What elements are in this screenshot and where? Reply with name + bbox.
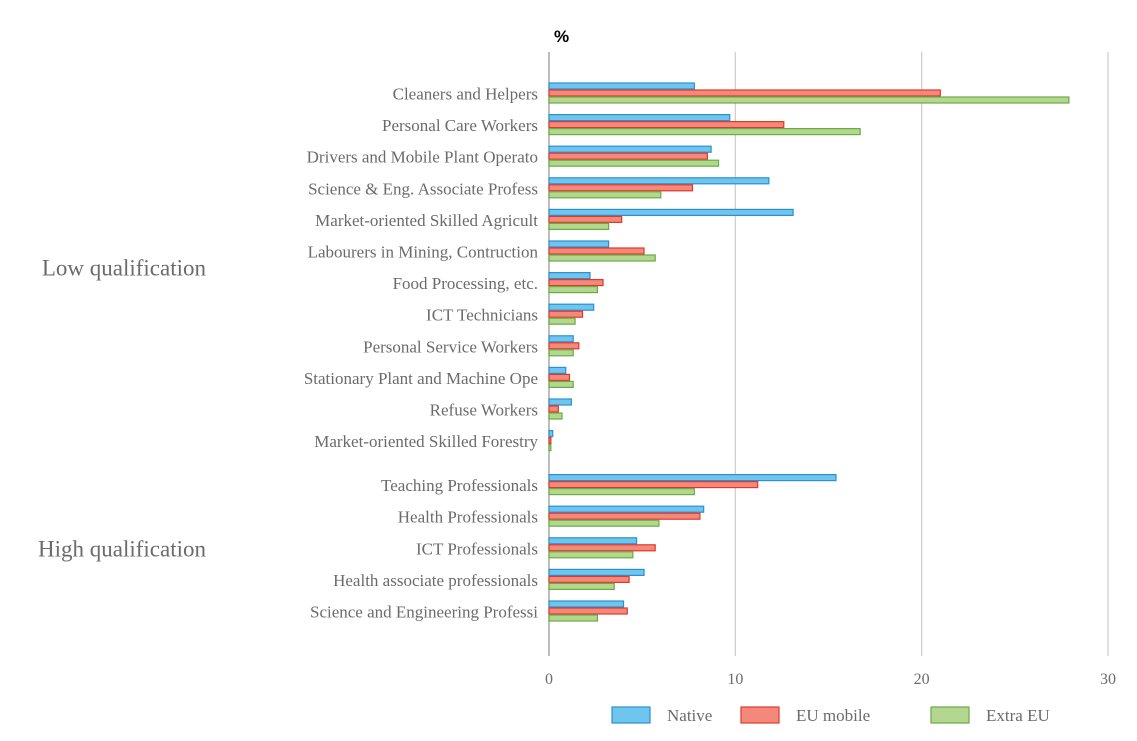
bar-extra-eu	[548, 519, 660, 527]
bar-extra-eu	[548, 128, 861, 136]
bar-eu-mobile	[548, 373, 571, 381]
bar-extra-eu	[548, 444, 552, 452]
bar-extra-eu	[548, 222, 610, 230]
legend: Native EU mobile Extra EU	[611, 706, 1050, 725]
bar-extra-eu	[548, 349, 574, 357]
category-label: Teaching Professionals	[381, 476, 538, 495]
category-label: Cleaners and Helpers	[393, 85, 538, 104]
bar-eu-mobile	[548, 247, 645, 255]
bar-native	[548, 240, 610, 248]
category-label: Market-oriented Skilled Forestry	[314, 432, 538, 451]
legend-swatch-eu-mobile	[740, 706, 780, 724]
bar-extra-eu	[548, 551, 634, 559]
bar-eu-mobile	[548, 184, 694, 192]
bar-eu-mobile	[548, 310, 584, 318]
x-axis-ticks: 0 10 20 30	[545, 671, 1116, 688]
legend-swatch-native	[611, 706, 651, 724]
bar-extra-eu	[548, 380, 574, 388]
bar-extra-eu	[548, 412, 563, 420]
bar-extra-eu	[548, 191, 662, 199]
bar-eu-mobile	[548, 607, 628, 615]
bar-eu-mobile	[548, 575, 630, 584]
bars	[548, 82, 1070, 622]
category-label: Personal Care Workers	[382, 116, 538, 135]
bar-extra-eu	[548, 582, 615, 591]
bar-native	[548, 568, 645, 577]
bar-eu-mobile	[548, 405, 559, 413]
legend-label: Native	[667, 706, 712, 725]
bar-native	[548, 600, 625, 608]
bar-extra-eu	[548, 614, 599, 622]
legend-label: Extra EU	[986, 706, 1050, 725]
bar-native	[548, 272, 591, 280]
category-label: Science & Eng. Associate Profess	[308, 179, 538, 198]
group-labels: Low qualification High qualification	[38, 255, 206, 561]
bar-native	[548, 398, 572, 406]
legend-label: EU mobile	[796, 706, 870, 725]
bar-eu-mobile	[548, 512, 701, 520]
x-tick-label: 30	[1100, 671, 1116, 688]
category-label: Stationary Plant and Machine Ope	[304, 369, 538, 388]
bar-native	[548, 82, 695, 90]
category-label: Personal Service Workers	[363, 337, 538, 356]
group-label: Low qualification	[42, 255, 207, 280]
bar-extra-eu	[548, 488, 695, 496]
category-label: Food Processing, etc.	[393, 274, 538, 293]
category-label: Health Professionals	[398, 508, 538, 527]
bar-extra-eu	[548, 254, 656, 262]
bar-extra-eu	[548, 286, 599, 294]
grid-lines	[548, 52, 1109, 656]
category-label: ICT Technicians	[426, 306, 538, 325]
bar-native	[548, 303, 595, 311]
bar-extra-eu	[548, 96, 1070, 104]
bar-eu-mobile	[548, 544, 656, 552]
bar-native	[548, 145, 712, 153]
bar-eu-mobile	[548, 215, 623, 223]
category-labels: Cleaners and Helpers Personal Care Worker…	[304, 85, 539, 622]
x-tick-label: 0	[545, 671, 553, 688]
bar-native	[548, 177, 770, 185]
x-tick-label: 20	[914, 671, 930, 688]
bar-eu-mobile	[548, 152, 708, 160]
legend-swatch-extra-eu	[930, 706, 970, 724]
category-label: Market-oriented Skilled Agricult	[315, 211, 538, 230]
category-label: Health associate professionals	[333, 571, 538, 590]
bar-native	[548, 474, 837, 482]
bar-native	[548, 505, 705, 513]
bar-native	[548, 366, 567, 374]
category-label: ICT Professionals	[416, 539, 538, 558]
bar-native	[548, 537, 638, 545]
category-label: Drivers and Mobile Plant Operato	[307, 148, 538, 167]
category-label: Refuse Workers	[430, 401, 538, 420]
bar-eu-mobile	[548, 120, 785, 129]
bar-native	[548, 113, 731, 122]
bar-eu-mobile	[548, 342, 580, 350]
category-label: Labourers in Mining, Contruction	[308, 243, 539, 262]
bar-eu-mobile	[548, 89, 941, 97]
bar-eu-mobile	[548, 481, 759, 489]
category-label: Science and Engineering Professi	[310, 603, 538, 622]
unit-label: %	[554, 27, 569, 46]
x-tick-label: 10	[727, 671, 743, 688]
bar-native	[548, 430, 554, 438]
bar-native	[548, 208, 794, 216]
bar-eu-mobile	[548, 279, 604, 287]
bar-extra-eu	[548, 317, 576, 325]
bar-extra-eu	[548, 159, 720, 167]
bar-native	[548, 335, 574, 343]
bar-eu-mobile	[548, 437, 552, 445]
group-label: High qualification	[38, 536, 206, 561]
